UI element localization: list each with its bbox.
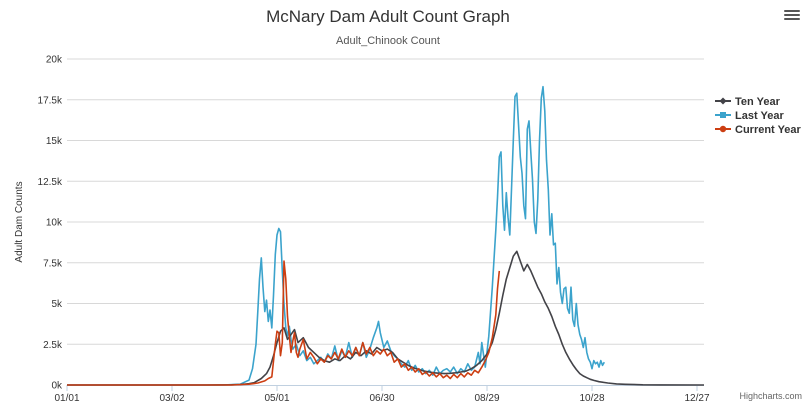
legend-item-last-year[interactable]: Last Year	[715, 110, 784, 122]
legend-item-ten-year[interactable]: Ten Year	[715, 96, 781, 108]
series-line-current-year[interactable]	[67, 260, 501, 386]
menu-bar	[784, 10, 800, 12]
x-tick-label: 06/30	[369, 393, 394, 404]
chart-subtitle: Adult_Chinook Count	[336, 35, 440, 47]
y-tick-label: 10k	[46, 218, 63, 229]
grid-lines	[67, 58, 704, 345]
x-tick-label: 01/01	[54, 393, 79, 404]
legend-marker-circle	[719, 125, 727, 133]
hamburger-menu-icon[interactable]	[784, 8, 800, 22]
menu-bar	[784, 18, 800, 20]
y-tick-label: 15k	[46, 136, 63, 147]
legend-marker-diamond	[719, 97, 727, 105]
x-axis: 01/01 03/02 05/01 06/30 08/29 10/28 12/27	[54, 385, 710, 404]
series-line-ten-year[interactable]	[67, 250, 705, 386]
y-tick-label: 0k	[51, 381, 63, 392]
y-tick-label: 20k	[46, 55, 63, 66]
plot-series	[67, 85, 705, 386]
legend-item-current-year[interactable]: Current Year	[715, 124, 802, 136]
x-tick-label: 05/01	[264, 393, 289, 404]
legend-label: Ten Year	[735, 96, 781, 108]
y-tick-label: 7.5k	[43, 258, 63, 269]
legend-label: Current Year	[735, 124, 802, 136]
credits-link[interactable]: Highcharts.com	[739, 391, 802, 401]
menu-bar	[784, 14, 800, 16]
x-tick-label: 03/02	[159, 393, 184, 404]
chart-title: McNary Dam Adult Count Graph	[266, 7, 510, 26]
legend-label: Last Year	[735, 110, 784, 122]
legend[interactable]: Ten Year Last Year Current Year	[715, 96, 802, 136]
y-axis: 0k 2.5k 5k 7.5k 10k 12.5k 15k 17.5k 20k	[38, 55, 63, 392]
x-tick-label: 12/27	[684, 393, 709, 404]
x-tick-label: 10/28	[579, 393, 604, 404]
y-tick-label: 17.5k	[38, 95, 63, 106]
legend-marker-square	[720, 112, 726, 118]
y-tick-label: 5k	[51, 299, 63, 310]
y-axis-title: Adult Dam Counts	[14, 181, 25, 262]
series-line-last-year[interactable]	[67, 85, 605, 386]
x-tick-label: 08/29	[474, 393, 499, 404]
y-tick-label: 2.5k	[43, 340, 63, 351]
y-tick-label: 12.5k	[38, 177, 63, 188]
